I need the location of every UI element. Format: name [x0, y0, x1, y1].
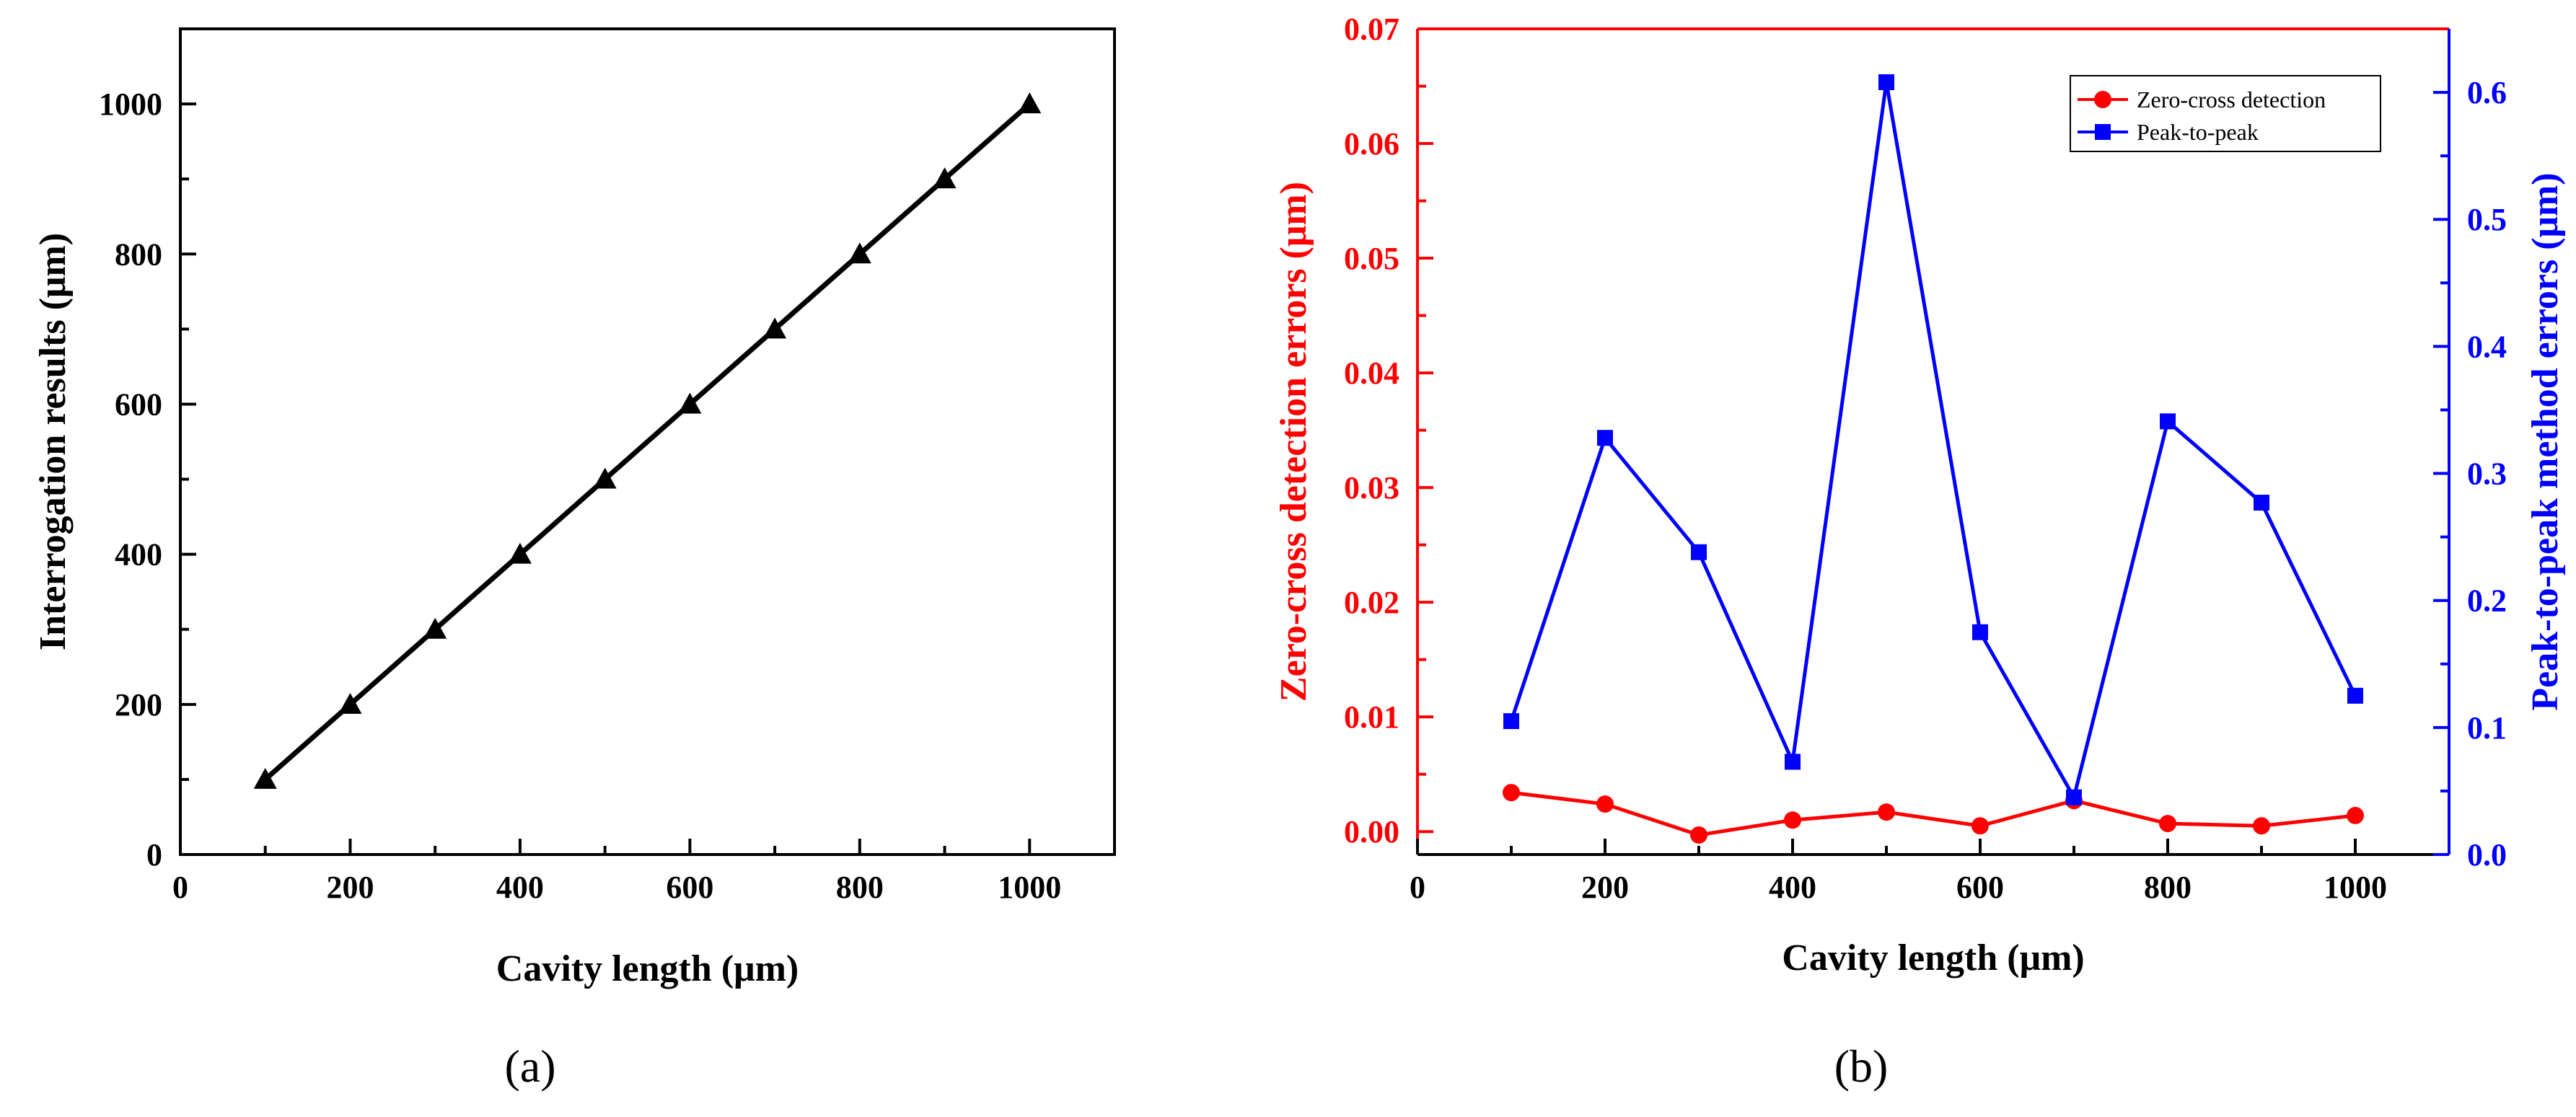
- x-tick-label: 600: [1956, 870, 2004, 905]
- data-point-circle: [2159, 815, 2176, 833]
- panel-a-chart: 0 200 400 600 800 1000 0 200 400 600 800 1000 Cavity…: [32, 27, 1116, 989]
- x-tick-label: 0: [172, 870, 188, 905]
- x-tick-label: 200: [1581, 870, 1629, 905]
- data-point-square: [2160, 413, 2176, 430]
- panel-a-label: (a): [504, 1041, 555, 1092]
- data-point-square: [1785, 754, 1801, 770]
- data-point-square: [2254, 495, 2269, 511]
- legend-box: [2070, 75, 2381, 152]
- left-y-tick-label: 0.03: [1344, 470, 1399, 505]
- data-point-triangle: [253, 767, 277, 789]
- right-y-tick-label: 0.1: [2467, 710, 2507, 746]
- right-y-tick-label: 0.4: [2467, 329, 2507, 364]
- data-point-triangle: [1018, 92, 1042, 114]
- right-y-axis-title: Peak-to-peak method errors (μm): [2525, 172, 2566, 710]
- data-point-triangle: [423, 617, 447, 639]
- left-y-tick-label: 0.05: [1344, 241, 1399, 276]
- series-line-square: [1509, 81, 2357, 803]
- right-y-tick-label: 0.3: [2467, 456, 2507, 492]
- left-y-tick-label: 0.02: [1344, 585, 1399, 620]
- data-point-circle: [2347, 806, 2364, 824]
- data-point-circle: [2253, 817, 2270, 835]
- data-point-triangle: [508, 542, 532, 564]
- left-y-tick-label: 0.04: [1344, 356, 1399, 391]
- data-point-square: [1597, 430, 1613, 446]
- y-axis-title: Interrogation results (μm): [32, 233, 74, 650]
- y-tick-label: 1000: [99, 87, 162, 122]
- data-point-square: [2347, 687, 2363, 704]
- left-y-tick-label: 0.07: [1344, 12, 1399, 47]
- x-tick-label: 200: [326, 870, 374, 905]
- x-tick-label: 1000: [2324, 870, 2387, 905]
- plot-frame: [179, 27, 1116, 856]
- left-y-tick-label: 0.00: [1344, 814, 1399, 849]
- panel-b-label: (b): [1834, 1041, 1889, 1092]
- x-tick-label: 1000: [998, 870, 1061, 905]
- legend: Zero-cross detection Peak-to-peak: [2070, 75, 2381, 152]
- x-axis-title: Cavity length (μm): [496, 948, 799, 989]
- data-point-square: [1503, 713, 1519, 730]
- right-y-tick-label: 0.5: [2467, 202, 2507, 237]
- legend-label: Peak-to-peak: [2137, 119, 2259, 145]
- legend-marker-square: [2095, 124, 2111, 140]
- series-line-circle: [1511, 790, 2356, 837]
- data-point-circle: [1971, 817, 1989, 835]
- y-tick-label: 200: [115, 687, 162, 723]
- y-tick-label: 0: [146, 837, 162, 873]
- data-point-triangle: [678, 392, 702, 414]
- y-tick-label: 600: [115, 387, 162, 422]
- data-point-square: [1878, 74, 1894, 90]
- right-y-tick-label: 0.6: [2467, 75, 2507, 110]
- legend-marker-circle: [2094, 91, 2111, 108]
- y-tick-label: 400: [115, 537, 162, 573]
- data-point-circle: [1690, 826, 1707, 844]
- x-tick-label: 800: [836, 870, 884, 905]
- legend-label: Zero-cross detection: [2137, 87, 2326, 112]
- data-point-circle: [1878, 803, 1895, 821]
- data-point-triangle: [338, 692, 362, 714]
- right-y-tick-label: 0.2: [2467, 583, 2507, 619]
- x-tick-label: 0: [1410, 870, 1425, 905]
- data-point-square: [2066, 789, 2082, 805]
- data-point-triangle: [763, 317, 787, 339]
- panel-b-chart: 0 200 400 600 800 1000 0.00 0.01 0.02 0.03 0.04 0.0…: [1273, 12, 2566, 979]
- data-point-triangle: [848, 242, 871, 264]
- data-point-circle: [1596, 795, 1614, 813]
- left-y-tick-label: 0.06: [1344, 126, 1399, 162]
- data-point-circle: [1784, 811, 1801, 829]
- right-y-tick-label: 0.0: [2467, 837, 2507, 873]
- left-y-tick-label: 0.01: [1344, 699, 1399, 735]
- data-point-circle: [1503, 784, 1520, 802]
- y-tick-label: 800: [115, 237, 162, 272]
- data-point-triangle: [593, 467, 617, 489]
- series-line: [263, 102, 1032, 782]
- data-point-square: [1972, 624, 1988, 640]
- x-tick-label: 400: [496, 870, 544, 905]
- data-point-square: [1691, 544, 1707, 560]
- x-tick-label: 600: [666, 870, 713, 905]
- x-axis-title: Cavity length (μm): [1782, 937, 2084, 979]
- x-tick-label: 800: [2144, 870, 2192, 905]
- left-y-axis-title: Zero-cross detection errors (μm): [1273, 182, 1314, 702]
- data-point-triangle: [933, 167, 957, 189]
- x-tick-label: 400: [1769, 870, 1816, 905]
